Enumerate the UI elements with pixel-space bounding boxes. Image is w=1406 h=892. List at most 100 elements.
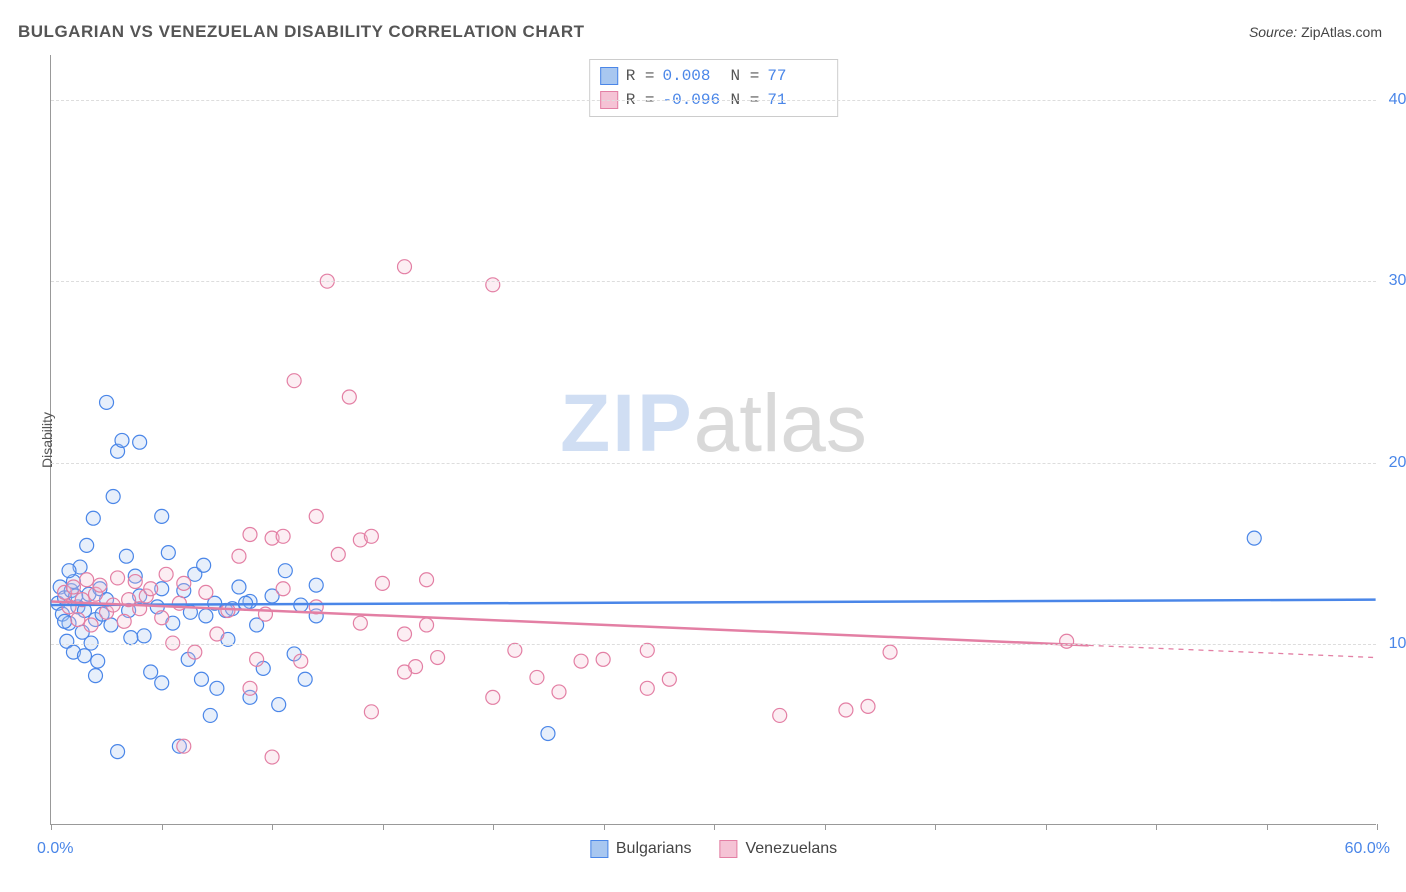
scatter-point — [203, 708, 217, 722]
scatter-point — [287, 374, 301, 388]
scatter-point — [188, 645, 202, 659]
chart-title: BULGARIAN VS VENEZUELAN DISABILITY CORRE… — [18, 22, 585, 42]
stats-box: R = 0.008 N = 77 R = -0.096 N = 71 — [589, 59, 839, 117]
scatter-point — [66, 580, 80, 594]
source-value: ZipAtlas.com — [1301, 24, 1382, 40]
scatter-point — [86, 511, 100, 525]
scatter-point — [62, 564, 76, 578]
scatter-point — [640, 681, 654, 695]
x-tick — [272, 824, 273, 830]
scatter-point — [144, 665, 158, 679]
scatter-point — [155, 676, 169, 690]
x-tick — [825, 824, 826, 830]
scatter-point — [124, 631, 138, 645]
x-tick — [935, 824, 936, 830]
scatter-point — [883, 645, 897, 659]
x-tick — [1156, 824, 1157, 830]
scatter-point — [144, 582, 158, 596]
scatter-point — [197, 558, 211, 572]
scatter-point — [210, 681, 224, 695]
x-tick — [162, 824, 163, 830]
stats-n-value-bulgarians: 77 — [767, 64, 827, 88]
scatter-point — [133, 435, 147, 449]
stats-n-label: N = — [731, 64, 760, 88]
x-axis-max-label: 60.0% — [1345, 840, 1390, 858]
scatter-point — [93, 578, 107, 592]
source-attribution: Source: ZipAtlas.com — [1249, 24, 1382, 40]
scatter-point — [861, 699, 875, 713]
scatter-point — [137, 629, 151, 643]
scatter-point — [71, 613, 85, 627]
scatter-point — [250, 652, 264, 666]
scatter-point — [486, 690, 500, 704]
scatter-point — [364, 529, 378, 543]
x-tick — [51, 824, 52, 830]
scatter-point — [100, 395, 114, 409]
scatter-point — [58, 614, 72, 628]
scatter-point — [80, 573, 94, 587]
legend-item-venezuelans: Venezuelans — [719, 840, 837, 858]
scatter-point — [530, 670, 544, 684]
swatch-bulgarians — [600, 67, 618, 85]
scatter-point — [398, 665, 412, 679]
scatter-point — [77, 649, 91, 663]
scatter-point — [398, 260, 412, 274]
x-tick — [1377, 824, 1378, 830]
scatter-point — [117, 614, 131, 628]
scatter-point — [640, 643, 654, 657]
scatter-point — [84, 618, 98, 632]
grid-line — [51, 100, 1376, 101]
y-tick-label: 30.0% — [1389, 272, 1406, 290]
plot-svg — [51, 55, 1376, 824]
grid-line — [51, 281, 1376, 282]
scatter-point — [276, 529, 290, 543]
stats-r-label: R = — [626, 64, 655, 88]
scatter-point — [91, 654, 105, 668]
grid-line — [51, 644, 1376, 645]
scatter-point — [199, 585, 213, 599]
x-tick — [1267, 824, 1268, 830]
x-tick — [604, 824, 605, 830]
scatter-point — [486, 278, 500, 292]
scatter-point — [155, 611, 169, 625]
scatter-point — [294, 654, 308, 668]
stats-r-value-bulgarians: 0.008 — [663, 64, 723, 88]
scatter-point — [420, 618, 434, 632]
scatter-point — [89, 669, 103, 683]
scatter-point — [177, 739, 191, 753]
scatter-point — [194, 672, 208, 686]
trend-line-dashed — [1089, 645, 1376, 657]
scatter-point — [159, 567, 173, 581]
plot-area: Disability ZIPatlas R = 0.008 N = 77 R =… — [50, 55, 1376, 825]
scatter-point — [309, 509, 323, 523]
scatter-point — [309, 578, 323, 592]
chart-container: BULGARIAN VS VENEZUELAN DISABILITY CORRE… — [0, 0, 1406, 892]
scatter-point — [119, 549, 133, 563]
scatter-point — [199, 609, 213, 623]
legend-swatch-venezuelans — [719, 840, 737, 858]
scatter-point — [243, 528, 257, 542]
scatter-point — [276, 582, 290, 596]
scatter-point — [161, 546, 175, 560]
legend-item-bulgarians: Bulgarians — [590, 840, 692, 858]
scatter-point — [265, 750, 279, 764]
scatter-point — [574, 654, 588, 668]
scatter-point — [353, 616, 367, 630]
source-label: Source: — [1249, 24, 1297, 40]
scatter-point — [342, 390, 356, 404]
scatter-point — [839, 703, 853, 717]
scatter-point — [508, 643, 522, 657]
scatter-point — [1247, 531, 1261, 545]
x-tick — [493, 824, 494, 830]
legend: Bulgarians Venezuelans — [590, 840, 837, 858]
x-tick — [714, 824, 715, 830]
legend-swatch-bulgarians — [590, 840, 608, 858]
scatter-point — [398, 627, 412, 641]
y-tick-label: 10.0% — [1389, 635, 1406, 653]
y-tick-label: 20.0% — [1389, 454, 1406, 472]
scatter-point — [552, 685, 566, 699]
x-tick — [1046, 824, 1047, 830]
scatter-point — [662, 672, 676, 686]
scatter-point — [243, 681, 257, 695]
scatter-point — [331, 547, 345, 561]
